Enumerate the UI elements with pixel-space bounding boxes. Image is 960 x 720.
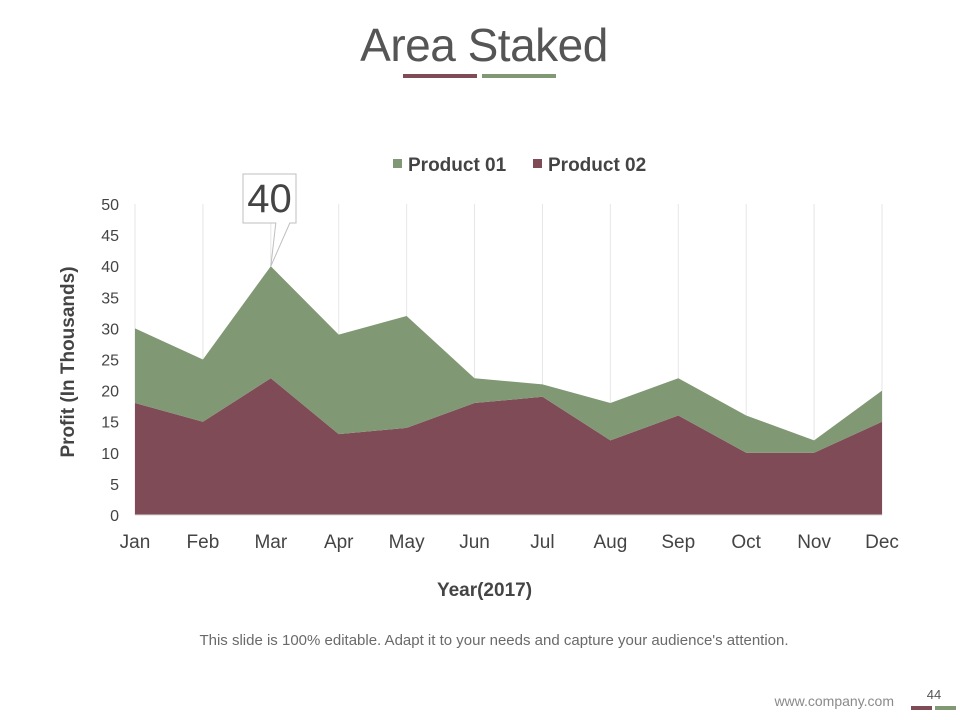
x-tick-label: May — [389, 532, 425, 553]
footer-accent-right — [935, 706, 956, 710]
legend-label: Product 02 — [548, 155, 646, 176]
footer-accent-left — [911, 706, 932, 710]
callout-label: 40 — [247, 177, 292, 221]
slide-title: Area Staked — [360, 19, 608, 71]
area-product-01 — [135, 266, 882, 453]
page-number: 44 — [926, 687, 942, 702]
y-tick-label: 40 — [101, 259, 119, 276]
x-tick-label: Jul — [530, 532, 554, 553]
y-tick-label: 5 — [110, 477, 119, 494]
x-tick-label: Oct — [731, 532, 761, 553]
title-underline-right — [482, 74, 556, 78]
slide-caption: This slide is 100% editable. Adapt it to… — [199, 632, 789, 649]
y-axis-title: Profit (In Thousands) — [58, 266, 79, 457]
x-tick-label: Mar — [254, 532, 287, 553]
y-tick-label: 50 — [101, 197, 119, 214]
area-product-02 — [135, 378, 882, 515]
x-tick-label: Nov — [797, 532, 831, 553]
x-axis-title: Year(2017) — [437, 580, 532, 601]
x-tick-label: Sep — [661, 532, 695, 553]
footer-url[interactable]: www.company.com — [774, 693, 894, 709]
x-tick-label: Apr — [324, 532, 354, 553]
x-tick-label: Feb — [187, 532, 220, 553]
y-tick-label: 35 — [101, 290, 119, 307]
y-tick-label: 20 — [101, 384, 119, 401]
y-tick-label: 30 — [101, 321, 119, 338]
x-tick-label: Aug — [593, 532, 627, 553]
x-tick-label: Dec — [865, 532, 899, 553]
x-tick-label: Jan — [120, 532, 151, 553]
title-underline-left — [403, 74, 477, 78]
legend-swatch-product-02 — [533, 159, 542, 168]
legend-label: Product 01 — [408, 155, 507, 176]
y-tick-label: 25 — [101, 353, 119, 370]
legend-swatch-product-01 — [393, 159, 402, 168]
y-tick-label: 45 — [101, 228, 119, 245]
y-tick-label: 10 — [101, 446, 119, 463]
y-tick-label: 0 — [110, 508, 119, 525]
y-tick-label: 15 — [101, 415, 119, 432]
callout-box — [242, 173, 297, 267]
x-tick-label: Jun — [459, 532, 490, 553]
